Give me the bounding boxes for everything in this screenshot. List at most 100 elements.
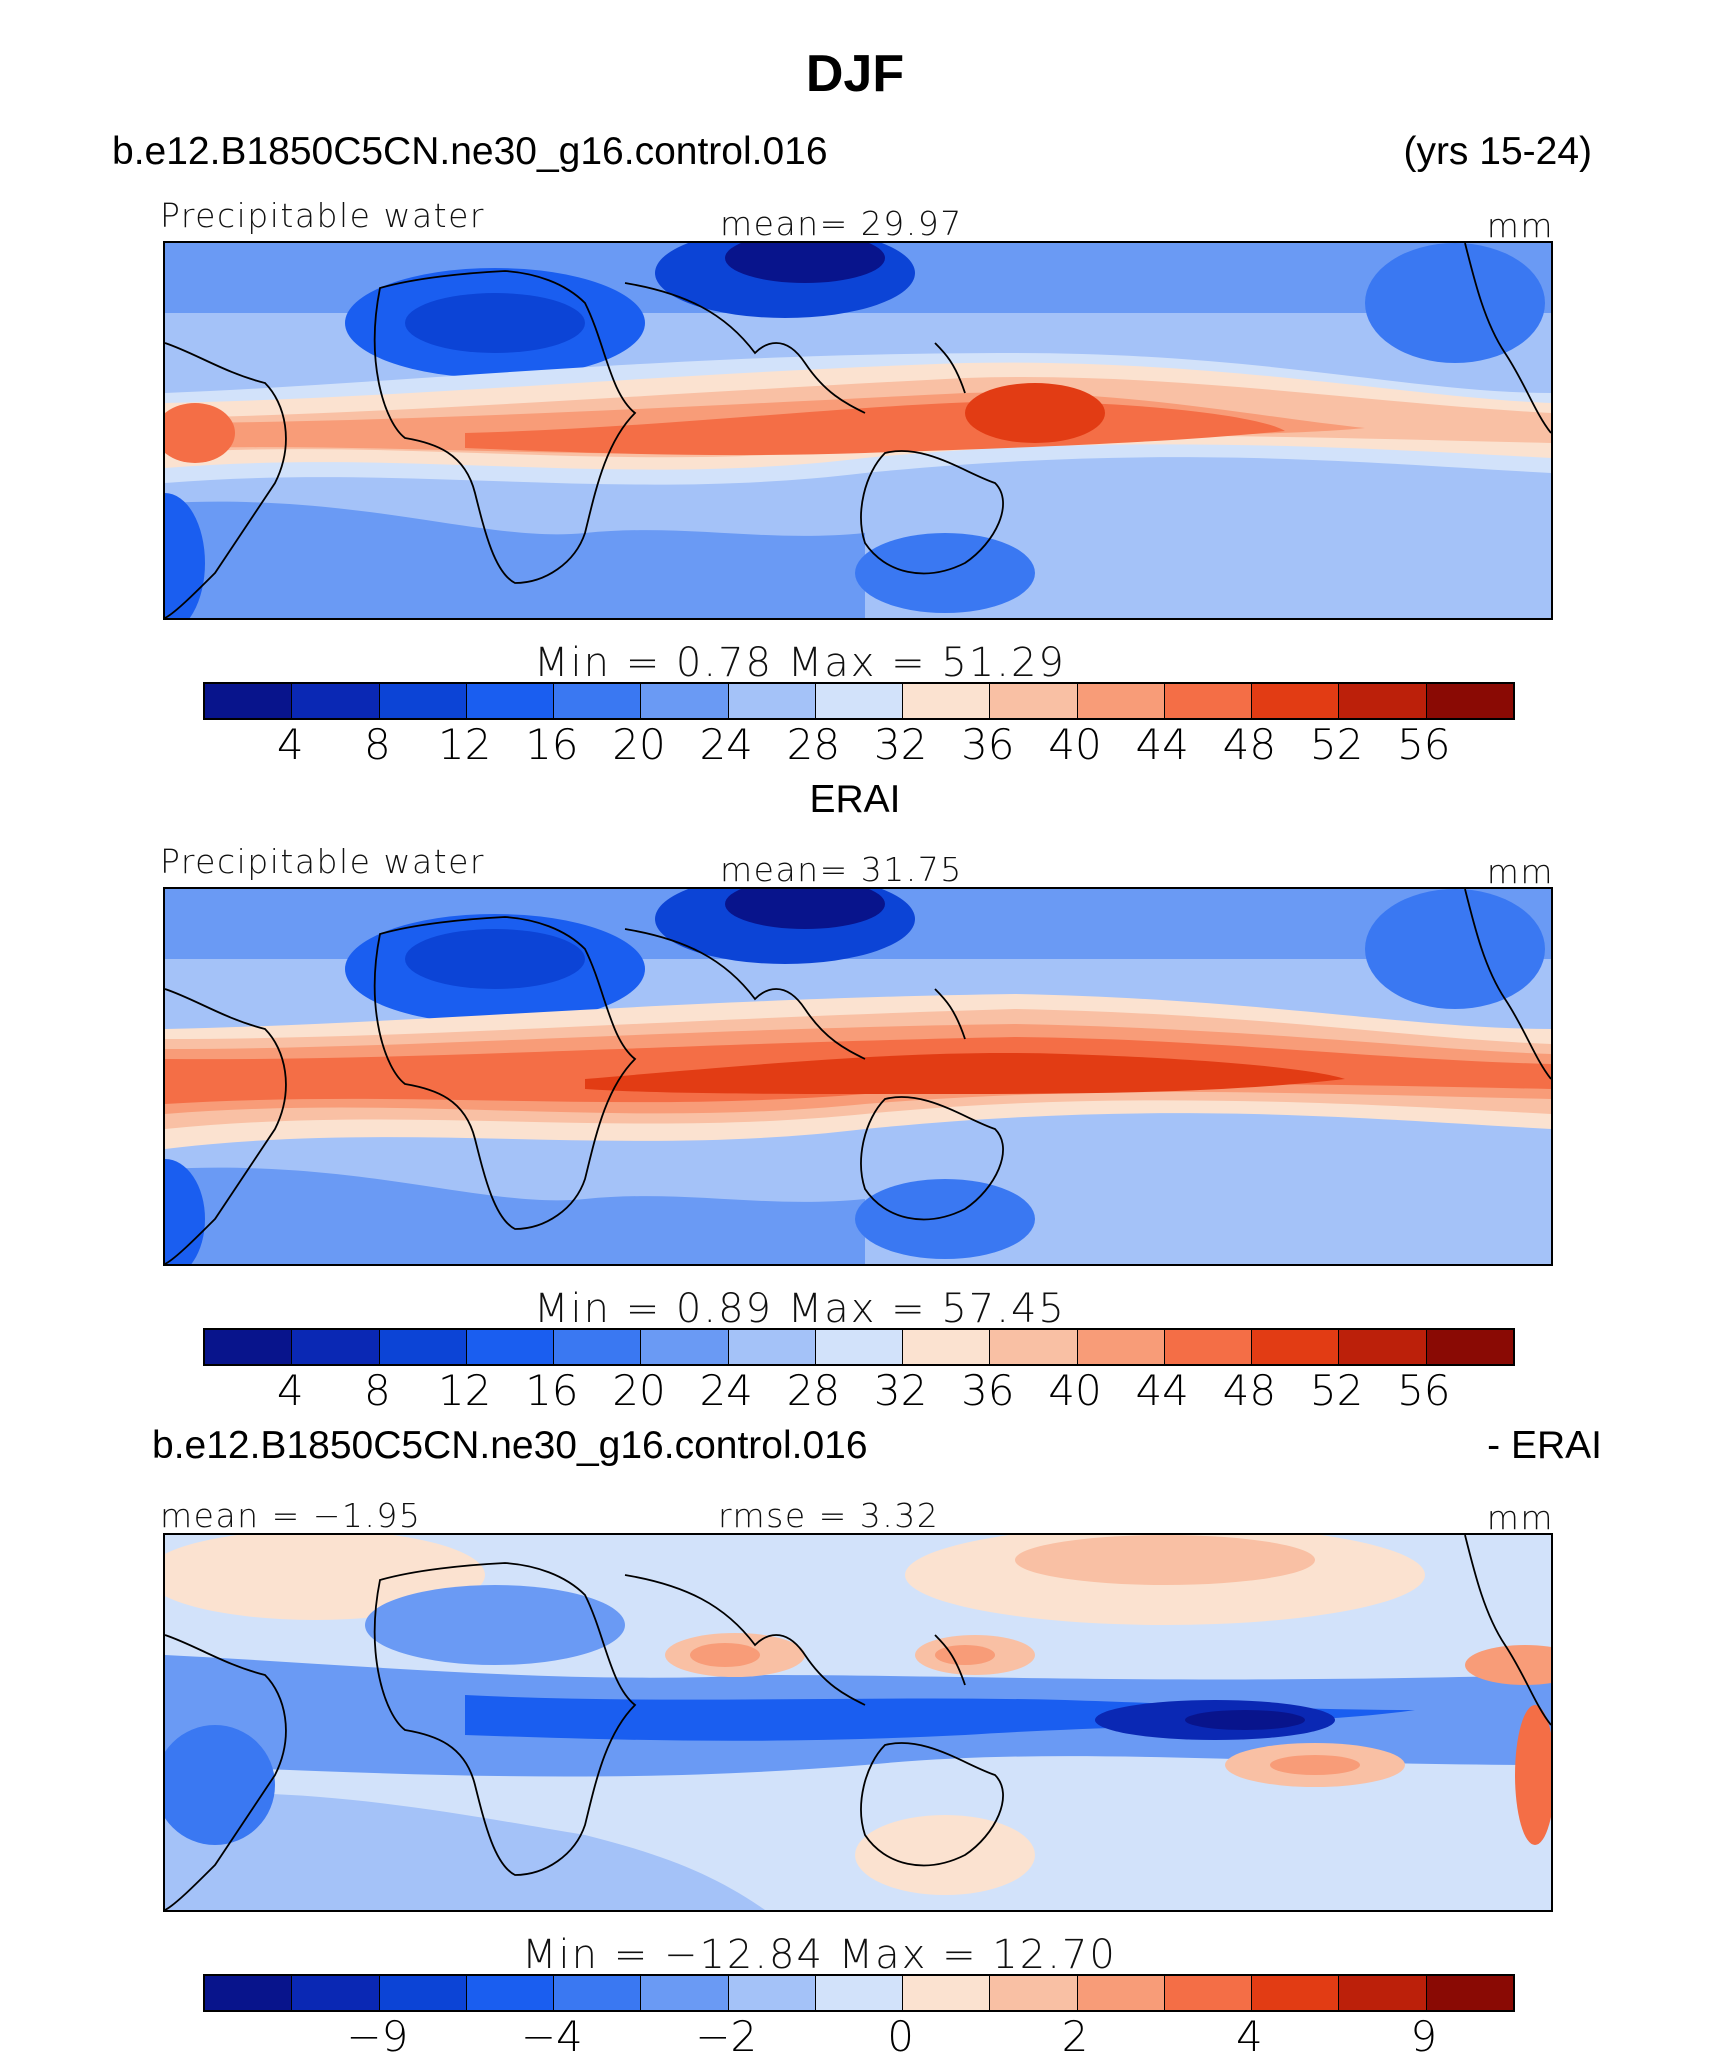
colorbar-tick-label: 16	[525, 720, 579, 769]
colorbar-swatch	[1339, 1330, 1427, 1364]
colorbar-swatch	[728, 684, 816, 718]
colorbar-tick-label: 12	[437, 1366, 492, 1415]
colorbar-tick-label: −2	[695, 2012, 758, 2061]
colorbar-swatch	[903, 1976, 991, 2010]
colorbar-swatch	[903, 684, 991, 718]
panel1-map	[163, 241, 1553, 620]
colorbar-swatch	[728, 1976, 816, 2010]
colorbar-swatch	[641, 684, 729, 718]
colorbar-swatch	[1164, 684, 1253, 718]
colorbar-swatch	[641, 1330, 729, 1364]
colorbar-tick-label: 4	[276, 1366, 304, 1415]
colorbar-tick-label: −4	[520, 2012, 583, 2061]
colorbar-swatch	[554, 1330, 642, 1364]
panel1-case-label: b.e12.B1850C5CN.ne30_g16.control.016	[112, 130, 828, 173]
colorbar-tick-label: 8	[364, 1366, 391, 1415]
colorbar-swatch	[292, 1330, 380, 1364]
colorbar-swatch	[292, 684, 380, 718]
panel3-diff-label: - ERAI	[1487, 1424, 1602, 1467]
colorbar-swatch	[379, 1330, 467, 1364]
colorbar-swatch	[815, 1976, 904, 2010]
colorbar-swatch	[1164, 1330, 1253, 1364]
colorbar-swatch	[1252, 1976, 1340, 2010]
panel3-map-field	[165, 1535, 1551, 1910]
colorbar-swatch	[990, 1330, 1078, 1364]
colorbar-tick-label: 40	[1048, 720, 1102, 769]
colorbar-tick-label: 44	[1135, 720, 1189, 769]
colorbar-swatch	[205, 1330, 293, 1364]
colorbar-swatch	[815, 684, 904, 718]
colorbar-tick-label: 4	[276, 720, 304, 769]
panel2-map	[163, 887, 1553, 1266]
colorbar-tick-label: 56	[1397, 1366, 1451, 1415]
colorbar-tick-label: 44	[1135, 1366, 1189, 1415]
colorbar-swatch	[903, 1330, 991, 1364]
colorbar-tick-label: 0	[887, 2012, 914, 2061]
colorbar-swatch	[728, 1330, 816, 1364]
colorbar-tick-label: 36	[961, 720, 1015, 769]
colorbar-swatch	[379, 1976, 467, 2010]
colorbar-swatch	[466, 684, 555, 718]
colorbar-tick-label: 28	[786, 720, 841, 769]
colorbar-tick-label: 52	[1309, 1366, 1364, 1415]
colorbar-tick-label: 20	[612, 1366, 666, 1415]
colorbar-tick-label: 24	[699, 720, 753, 769]
colorbar-tick-label: 24	[699, 1366, 753, 1415]
colorbar-swatch	[1164, 1976, 1253, 2010]
colorbar-tick-label: 56	[1397, 720, 1451, 769]
colorbar-tick-label: 4	[1236, 2012, 1263, 2061]
panel2-variable-label: Precipitable water	[160, 842, 485, 881]
colorbar-swatch	[1339, 1976, 1427, 2010]
panel1-map-field	[165, 243, 1551, 618]
colorbar-tick-label: 9	[1410, 2012, 1438, 2061]
colorbar-swatch	[1077, 1330, 1165, 1364]
colorbar-swatch	[205, 1976, 293, 2010]
panel3-units-label: mm	[1486, 1498, 1554, 1537]
panel1-years-label: (yrs 15-24)	[1403, 130, 1592, 173]
colorbar-swatch	[990, 1976, 1078, 2010]
colorbar-swatch	[815, 1330, 904, 1364]
panel3-mean-label: mean = −1.95	[160, 1496, 422, 1535]
colorbar-tick-label: 36	[961, 1366, 1015, 1415]
panel1-mean-label: mean= 29.97	[720, 204, 963, 243]
panel1-colorbar	[203, 682, 1515, 720]
colorbar-swatch	[1339, 684, 1427, 718]
panel3-rmse-label: rmse = 3.32	[718, 1496, 940, 1535]
colorbar-swatch	[641, 1976, 729, 2010]
panel1-units-label: mm	[1486, 206, 1554, 245]
colorbar-swatch	[990, 684, 1078, 718]
panel3-map	[163, 1533, 1553, 1912]
colorbar-swatch	[1252, 1330, 1340, 1364]
colorbar-tick-label: −9	[346, 2012, 409, 2061]
colorbar-swatch	[205, 684, 293, 718]
colorbar-swatch	[1426, 1330, 1513, 1364]
colorbar-swatch	[554, 1976, 642, 2010]
colorbar-swatch	[1077, 1976, 1165, 2010]
colorbar-tick-label: 20	[612, 720, 666, 769]
panel1-variable-label: Precipitable water	[160, 196, 485, 235]
panel1-minmax-label: Min = 0.78 Max = 51.29	[534, 640, 1066, 686]
panel2-map-field	[165, 889, 1551, 1264]
colorbar-tick-label: 32	[873, 1366, 928, 1415]
colorbar-tick-label: 28	[786, 1366, 841, 1415]
colorbar-swatch	[466, 1330, 555, 1364]
colorbar-swatch	[466, 1976, 555, 2010]
colorbar-tick-label: 48	[1222, 1366, 1277, 1415]
figure-title: DJF	[805, 45, 905, 103]
colorbar-swatch	[292, 1976, 380, 2010]
colorbar-tick-label: 12	[437, 720, 492, 769]
panel2-colorbar	[203, 1328, 1515, 1366]
colorbar-tick-label: 48	[1222, 720, 1277, 769]
colorbar-swatch	[554, 684, 642, 718]
colorbar-swatch	[1252, 684, 1340, 718]
colorbar-tick-label: 52	[1309, 720, 1364, 769]
panel3-case-label: b.e12.B1850C5CN.ne30_g16.control.016	[152, 1424, 868, 1467]
panel2-case-label: ERAI	[809, 778, 901, 821]
colorbar-tick-label: 16	[525, 1366, 579, 1415]
colorbar-swatch	[379, 684, 467, 718]
colorbar-swatch	[1077, 684, 1165, 718]
panel2-units-label: mm	[1486, 852, 1554, 891]
colorbar-tick-label: 2	[1061, 2012, 1089, 2061]
colorbar-swatch	[1426, 684, 1513, 718]
panel2-mean-label: mean= 31.75	[720, 850, 963, 889]
